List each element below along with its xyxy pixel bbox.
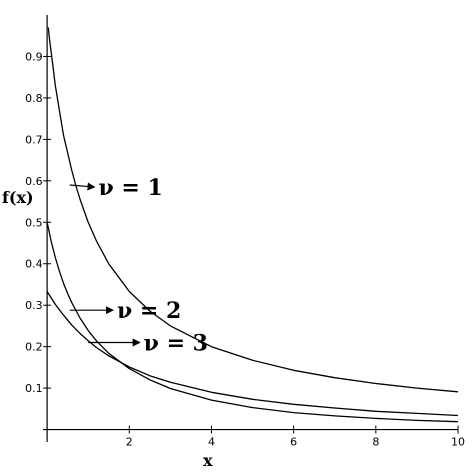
y-tick-label: 0.5 — [25, 216, 42, 229]
y-tick-label: 0.4 — [25, 258, 42, 271]
series-line-1 — [47, 27, 459, 393]
y-tick-label: 0.1 — [25, 382, 42, 395]
y-tick-label: 0.7 — [25, 133, 42, 146]
annotation-label-2: ν = 2 — [117, 298, 181, 324]
ticks: 2 4 6 8 10 0.1 0.2 0.3 0.4 0.5 0.6 0.7 0.8 0.9 — [25, 50, 465, 448]
y-axis-label: f(x) — [2, 188, 34, 207]
y-tick-label: 0.8 — [25, 92, 42, 105]
x-tick-label: 8 — [372, 436, 379, 449]
x-tick-label: 6 — [290, 436, 297, 449]
x-tick-label: 4 — [208, 436, 215, 449]
x-tick-label: 2 — [126, 436, 133, 449]
y-tick-label: 0.9 — [25, 50, 42, 63]
axes — [43, 15, 458, 442]
y-tick-label: 0.3 — [25, 299, 42, 312]
x-tick-label: 10 — [451, 436, 465, 449]
annotation-label-1: ν = 1 — [98, 175, 162, 201]
series-line-3 — [46, 291, 459, 417]
annotation-label-3: ν = 3 — [144, 331, 208, 357]
x-axis-label: x — [203, 451, 213, 470]
series-line-2 — [46, 222, 459, 423]
annotations: ν = 1 ν = 2 ν = 3 — [69, 175, 208, 357]
annotation-arrow-1 — [69, 182, 96, 191]
y-tick-label: 0.2 — [25, 341, 42, 354]
series-group — [46, 27, 459, 423]
y-tick-label: 0.6 — [25, 175, 42, 188]
